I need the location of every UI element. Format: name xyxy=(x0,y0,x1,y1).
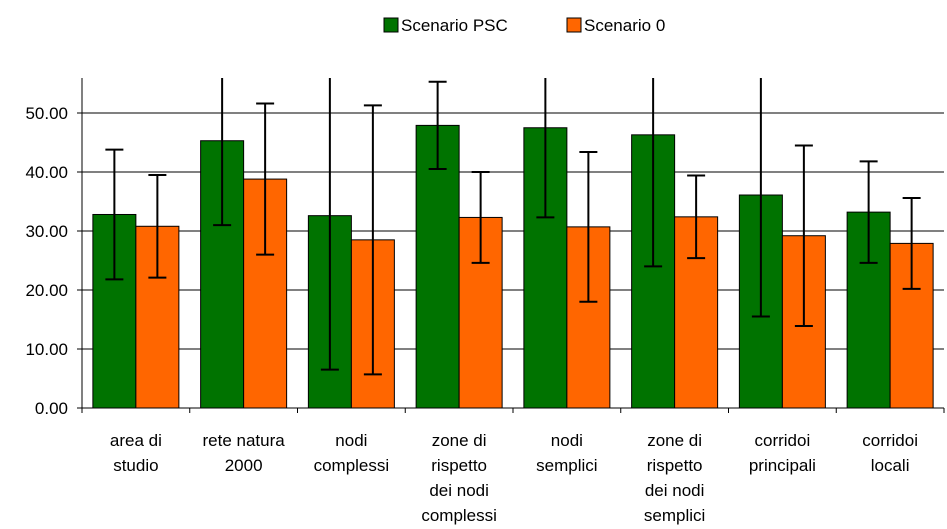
category-label-line: area di xyxy=(110,431,162,450)
plot-area: 0.00 10.00 20.00 30.00 40.00 50.00 area di stud… xyxy=(25,78,945,525)
category-label-line: studio xyxy=(113,456,158,475)
category-label-line: dei nodi xyxy=(429,481,489,500)
category-label: corridoi principali xyxy=(749,431,816,475)
category-label-line: corridoi xyxy=(862,431,918,450)
category-label-line: locali xyxy=(871,456,910,475)
category-label-line: corridoi xyxy=(755,431,811,450)
legend: Scenario PSC Scenario 0 xyxy=(383,16,665,35)
category-label-line: rete natura xyxy=(203,431,286,450)
category-label: rete natura 2000 xyxy=(203,431,286,475)
category-label: nodi semplici xyxy=(536,431,597,475)
category-label-line: semplici xyxy=(536,456,597,475)
category-label-line: 2000 xyxy=(225,456,263,475)
y-tick-label: 10.00 xyxy=(25,340,68,359)
category-label-line: zone di xyxy=(432,431,487,450)
category-label-line: complessi xyxy=(314,456,390,475)
category-label-line: rispetto xyxy=(647,456,703,475)
category-label: area di studio xyxy=(110,431,162,475)
bar xyxy=(415,124,460,409)
category-label: zone di rispetto dei nodi complessi xyxy=(421,431,497,525)
y-tick-label: 40.00 xyxy=(25,163,68,182)
category-label-line: nodi xyxy=(551,431,583,450)
category-label-line: principali xyxy=(749,456,816,475)
legend-label-scenario-psc: Scenario PSC xyxy=(401,16,508,35)
category-label-line: dei nodi xyxy=(645,481,705,500)
category-label-line: semplici xyxy=(644,506,705,525)
category-label-line: rispetto xyxy=(431,456,487,475)
category-label: nodi complessi xyxy=(314,431,390,475)
legend-swatch-scenario-psc xyxy=(383,17,399,33)
y-tick-label: 50.00 xyxy=(25,104,68,123)
category-label-line: nodi xyxy=(335,431,367,450)
legend-swatch-scenario-0 xyxy=(566,17,582,33)
category-label-line: complessi xyxy=(421,506,497,525)
y-tick-label: 30.00 xyxy=(25,222,68,241)
category-label-line: zone di xyxy=(647,431,702,450)
category-label: zone di rispetto dei nodi semplici xyxy=(644,431,705,525)
y-tick-label: 20.00 xyxy=(25,281,68,300)
category-label: corridoi locali xyxy=(862,431,918,475)
legend-label-scenario-0: Scenario 0 xyxy=(584,16,665,35)
y-tick-label: 0.00 xyxy=(35,399,68,418)
